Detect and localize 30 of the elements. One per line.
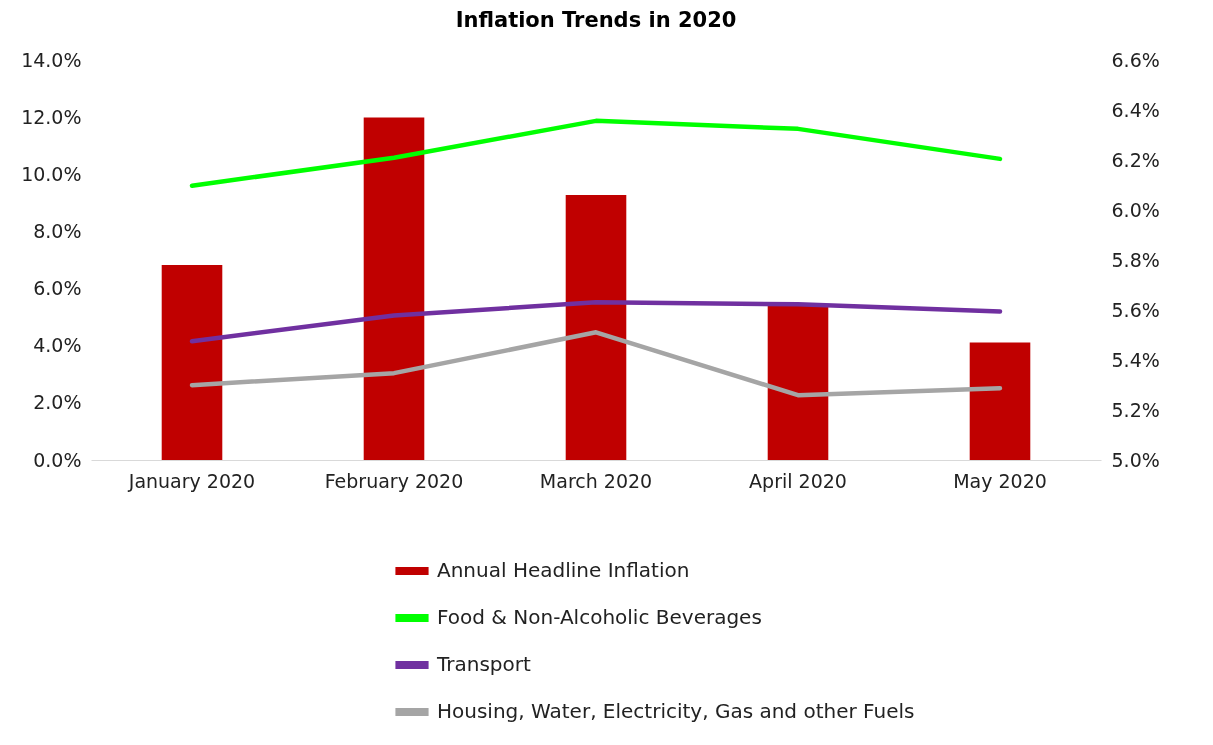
x-tick-label: March 2020 (539, 469, 653, 492)
x-tick-label: February 2020 (324, 469, 464, 492)
line-series (189, 330, 1003, 398)
x-tick-label: May 2020 (953, 469, 1047, 492)
y-tick-label: 0.0% (33, 448, 82, 471)
y-tick-label: 2.0% (33, 391, 82, 414)
line-series (189, 300, 1003, 344)
y2-tick-label: 6.0% (1111, 198, 1160, 221)
y-tick-label: 6.0% (33, 277, 82, 300)
y2-tick-label: 5.4% (1111, 348, 1160, 371)
legend-label: Transport (436, 652, 532, 676)
y2-tick-label: 5.8% (1111, 248, 1160, 271)
y2-tick-label: 5.0% (1111, 448, 1160, 471)
y2-tick-label: 6.4% (1111, 98, 1160, 121)
chart-title: Inflation Trends in 2020 (455, 8, 737, 32)
x-tick-label: January 2020 (127, 469, 256, 492)
y-tick-label: 10.0% (21, 162, 82, 185)
y2-tick-label: 5.6% (1111, 298, 1160, 321)
line-series (189, 118, 1003, 188)
y2-tick-label: 6.2% (1111, 148, 1160, 171)
legend-label: Annual Headline Inflation (437, 558, 690, 582)
y-tick-label: 14.0% (21, 48, 82, 71)
x-tick-label: April 2020 (749, 469, 847, 492)
legend-label: Food & Non-Alcoholic Beverages (437, 605, 762, 629)
y2-tick-label: 6.6% (1111, 48, 1160, 71)
y-tick-label: 4.0% (33, 334, 82, 357)
y2-tick-label: 5.2% (1111, 398, 1160, 421)
y-tick-label: 8.0% (33, 219, 82, 242)
y-tick-label: 12.0% (21, 105, 82, 128)
legend-label: Housing, Water, Electricity, Gas and other Fuels (437, 699, 915, 723)
